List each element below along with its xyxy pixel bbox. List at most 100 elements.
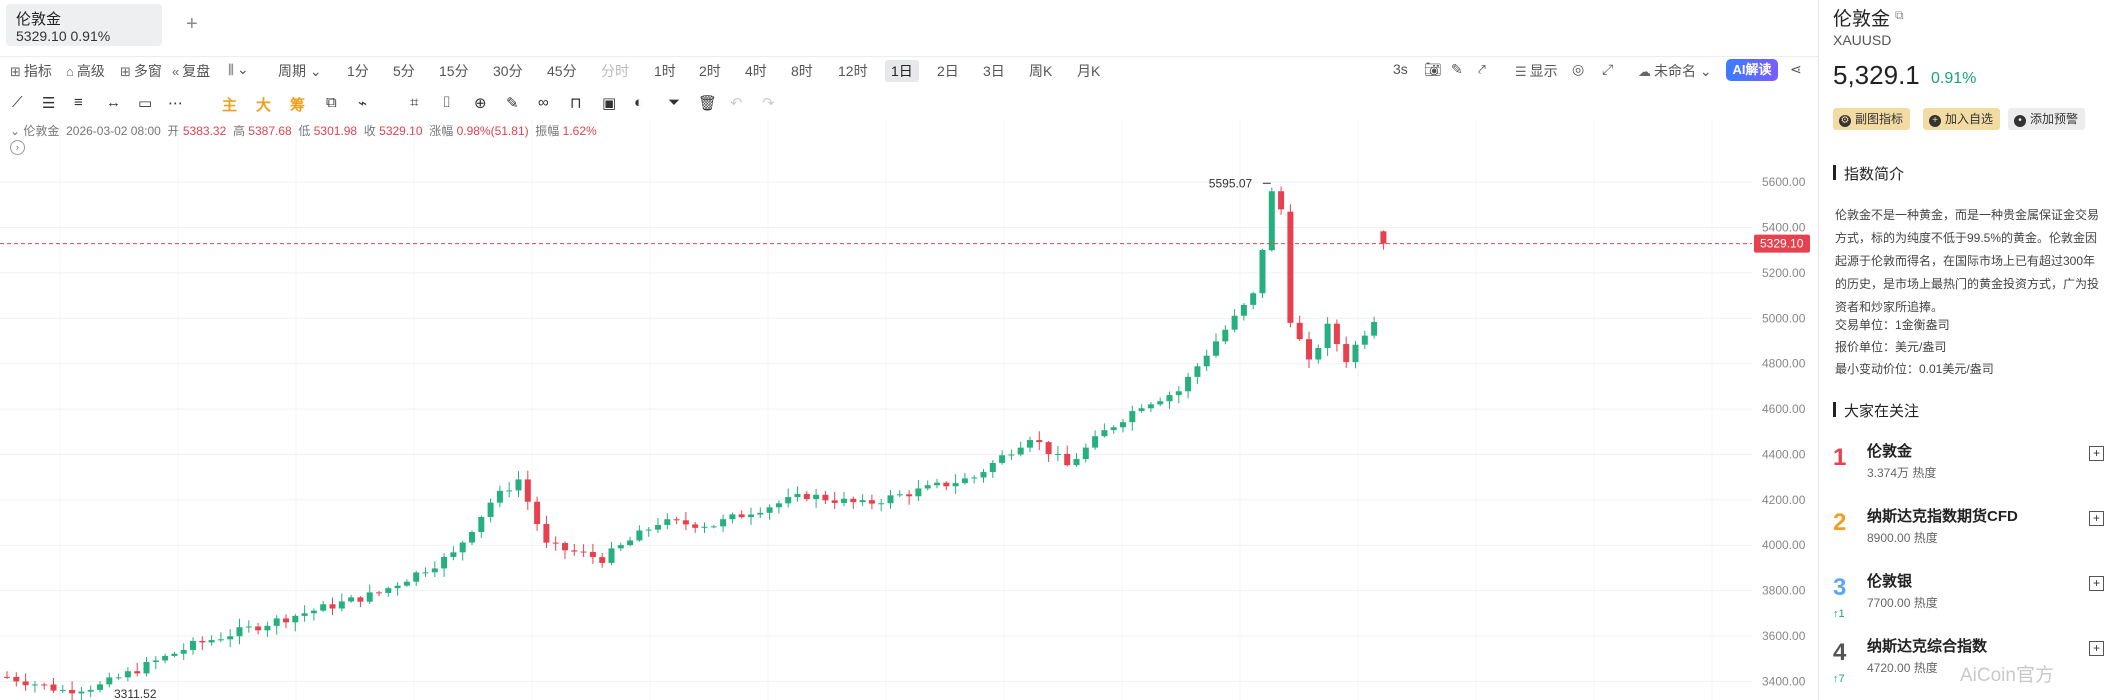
eye-icon[interactable]: ◐ <box>634 94 644 111</box>
period-week[interactable]: 周K <box>1029 63 1053 79</box>
chart-type-button[interactable]: ⫼ ⌄ <box>228 61 249 78</box>
candle <box>1259 249 1266 294</box>
advanced-button[interactable]: ⌂ 高级 <box>66 63 105 79</box>
add-watchlist-button[interactable]: + 加入自选 <box>1923 108 2001 130</box>
watch-item[interactable]: 2 纳斯达克指数期货CFD 8900.00 热度 + <box>1819 501 2117 565</box>
quote-unit: 报价单位：美元/盎司 <box>1835 340 1947 354</box>
period-month[interactable]: 月K <box>1077 63 1101 79</box>
period-15m[interactable]: 15分 <box>439 63 469 79</box>
legend-collapse-icon[interactable]: ⌄ <box>10 124 21 138</box>
indicator-button[interactable]: ⊞ 指标 <box>10 63 52 79</box>
period-1m[interactable]: 1分 <box>347 63 369 79</box>
period-45m[interactable]: 45分 <box>547 63 577 79</box>
candle <box>348 597 355 602</box>
candle <box>310 610 317 614</box>
panel-divider[interactable] <box>1818 0 1819 700</box>
trend-line-icon[interactable]: ⟋ <box>12 94 23 111</box>
period-12h[interactable]: 12时 <box>838 63 868 79</box>
expand-indicators-icon[interactable]: › <box>10 140 25 155</box>
copy-icon[interactable]: ⧉ <box>326 94 337 111</box>
panel-symbol: XAUUSD <box>1833 32 1892 48</box>
period-5m[interactable]: 5分 <box>393 63 415 79</box>
horizontal-line-icon[interactable]: ↔ <box>106 94 121 111</box>
rectangle-icon[interactable]: ▭ <box>138 95 153 112</box>
brush-icon[interactable]: ⌁ <box>358 95 368 112</box>
candle <box>376 592 382 594</box>
fib-lines-icon[interactable]: ≡ <box>74 94 83 111</box>
watch-item[interactable]: 4 ↑7 纳斯达克综合指数 4720.00 热度 + <box>1819 631 2117 695</box>
ai-analysis-button[interactable]: AI解读 <box>1726 59 1778 81</box>
watch-heat: 8900.00 热度 <box>1867 531 1938 545</box>
period-2h[interactable]: 2时 <box>699 63 721 79</box>
candle <box>589 552 596 558</box>
watch-item[interactable]: 1 伦敦金 3.374万 热度 + <box>1819 436 2117 500</box>
add-icon[interactable]: + <box>2089 446 2104 461</box>
period-4h[interactable]: 4时 <box>745 63 767 79</box>
period-timeshare[interactable]: 分时 <box>601 63 629 79</box>
copy-icon[interactable]: ⧉ <box>1895 8 1904 22</box>
candle <box>1082 447 1089 460</box>
add-alert-button[interactable]: • 添加预警 <box>2008 108 2086 130</box>
candle <box>1092 436 1099 448</box>
candle <box>171 653 178 656</box>
undo-icon[interactable]: ↶ <box>730 95 743 112</box>
image-icon[interactable]: ▣ <box>602 95 617 112</box>
period-1d[interactable]: 1日 <box>885 60 919 82</box>
add-icon[interactable]: + <box>2089 641 2104 656</box>
refresh-interval[interactable]: 3s <box>1393 61 1408 77</box>
period-1h[interactable]: 1时 <box>654 63 676 79</box>
chip-toggle[interactable]: 筹 <box>290 97 306 114</box>
trash-icon[interactable]: 🗑︎ <box>698 95 718 112</box>
period-3d[interactable]: 3日 <box>983 63 1005 79</box>
symbol-tab[interactable]: 伦敦金 5329.10 0.91% <box>6 4 162 46</box>
candle <box>989 462 996 473</box>
candle <box>1306 339 1312 360</box>
replay-button[interactable]: «复盘 <box>172 63 211 79</box>
lock-icon[interactable]: ⊓ <box>570 95 582 112</box>
add-tab-button[interactable]: + <box>186 13 198 35</box>
share-screen-icon[interactable]: ⤤ <box>1478 61 1486 77</box>
candle <box>515 479 522 491</box>
link-icon[interactable]: ∞ <box>538 94 549 111</box>
candlestick-chart[interactable]: 5600.00 5400.00 5200.00 5000.00 4800.00 4600.… <box>0 120 1818 700</box>
watch-item[interactable]: 3 ↑1 伦敦银 7700.00 热度 + <box>1819 566 2117 630</box>
y-tick-label: 5200.00 <box>1762 266 1806 280</box>
filter-icon[interactable]: ⏷ <box>668 94 681 111</box>
candle <box>31 684 38 686</box>
period-button[interactable]: 周期 ⌄ <box>278 63 322 79</box>
candle <box>394 585 401 589</box>
legend-open: 5383.32 <box>182 124 227 138</box>
sub-indicator-button[interactable]: ⚙ 副图指标 <box>1833 108 1911 130</box>
legend-symbol: 伦敦金 <box>23 124 60 138</box>
multi-window-button[interactable]: ⊞ 多窗 <box>120 63 162 79</box>
ruler-icon[interactable]: ⌷ <box>442 94 452 111</box>
large-order-toggle[interactable]: 大 <box>256 97 272 114</box>
watch-rank: 4 <box>1833 639 1847 666</box>
candle <box>961 478 968 484</box>
add-icon[interactable]: + <box>2089 576 2104 591</box>
layout-name-button[interactable]: ☁ 未命名 ⌄ <box>1638 63 1712 79</box>
candle <box>115 677 122 679</box>
panel-change: 0.91% <box>1931 70 1977 87</box>
camera-icon[interactable]: 📷︎ <box>1424 61 1442 77</box>
period-2d[interactable]: 2日 <box>937 63 959 79</box>
draw-pen-icon[interactable]: ✎ <box>1451 61 1463 77</box>
settings-icon[interactable]: ◎ <box>1572 61 1585 77</box>
candle <box>701 526 708 528</box>
parallel-lines-icon[interactable]: ☰ <box>42 95 56 112</box>
magnet-icon[interactable]: ⊕ <box>474 95 487 112</box>
add-icon[interactable]: + <box>2089 511 2104 526</box>
period-30m[interactable]: 30分 <box>493 63 523 79</box>
period-8h[interactable]: 8时 <box>791 63 813 79</box>
fullscreen-icon[interactable]: ⤢ <box>1602 61 1614 77</box>
more-tools-icon[interactable]: ⋯ <box>168 95 183 112</box>
share-icon[interactable]: ⋖ <box>1790 61 1802 77</box>
main-indicator-toggle[interactable]: 主 <box>222 97 238 114</box>
candle <box>478 516 485 532</box>
pencil-icon[interactable]: ✎ <box>506 95 519 112</box>
candle <box>1054 453 1061 455</box>
display-button[interactable]: ☰ 显示 <box>1515 63 1558 79</box>
redo-icon[interactable]: ↷ <box>762 95 775 112</box>
crop-icon[interactable]: ⌗ <box>410 94 419 111</box>
watch-heat: 7700.00 热度 <box>1867 596 1938 610</box>
